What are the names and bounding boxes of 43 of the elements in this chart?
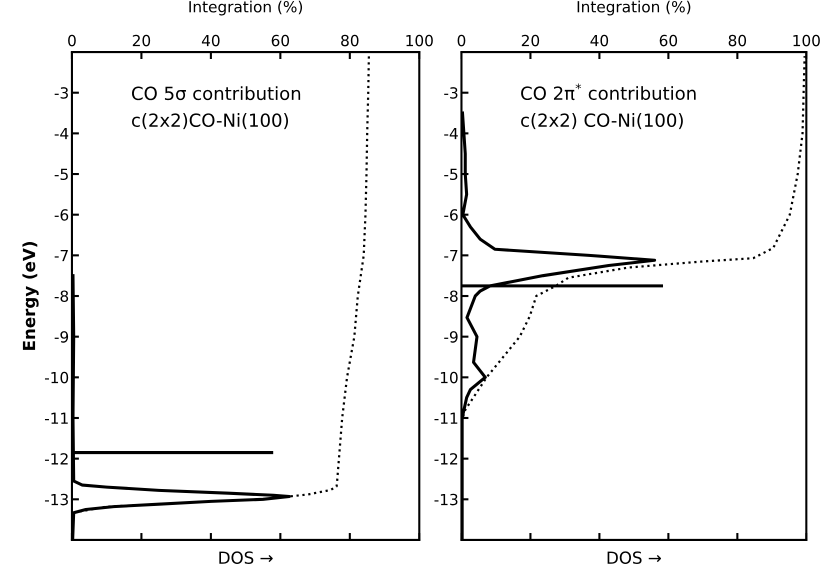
- x-tick-label: 40: [202, 34, 220, 46]
- y-tick-label: -8: [444, 290, 458, 302]
- y-tick-label: -6: [444, 209, 458, 221]
- y-tick-label: -13: [44, 494, 68, 506]
- y-tick-label: -9: [54, 331, 68, 343]
- annotation: CO 5σ contribution: [132, 86, 300, 100]
- annotation: CO 2π$^{*}$ contribution: [521, 83, 696, 100]
- x-tick-label: 60: [660, 34, 678, 46]
- y-tick-label: -12: [44, 453, 68, 464]
- y-tick-label: -7: [444, 250, 458, 262]
- x-tick-label: 100: [406, 34, 433, 46]
- y-tick-label: -4: [444, 128, 458, 140]
- x-tick-label: 60: [272, 34, 290, 46]
- x-tick-label: 0: [68, 34, 76, 46]
- annotation: c(2x2) CO-Ni(100): [521, 113, 683, 130]
- y-tick-label: -11: [434, 412, 458, 424]
- y-tick-label: -7: [54, 250, 68, 262]
- y-tick-label: -8: [54, 290, 68, 302]
- x-axis-title: DOS →: [608, 551, 661, 564]
- y-tick-label: -13: [434, 494, 458, 506]
- y-axis-title: Energy (eV): [22, 242, 39, 350]
- y-tick-label: -3: [54, 87, 68, 99]
- x-tick-label: 100: [793, 34, 820, 46]
- y-tick-label: -11: [44, 412, 68, 424]
- y-tick-label: -10: [434, 372, 458, 384]
- y-tick-label: -3: [444, 87, 458, 99]
- x2-axis-title: Integration (%): [578, 0, 690, 16]
- y-tick-label: -4: [54, 128, 68, 140]
- x-tick-label: 80: [341, 34, 359, 46]
- y-tick-label: -9: [444, 331, 458, 343]
- x2-axis-title: Integration (%): [189, 0, 302, 16]
- x-tick-label: 20: [132, 34, 150, 46]
- x-tick-label: 20: [522, 34, 540, 46]
- y-tick-label: -5: [54, 168, 68, 180]
- x-axis-title: DOS →: [219, 551, 273, 564]
- x-tick-label: 80: [728, 34, 746, 46]
- y-tick-label: -5: [444, 168, 458, 180]
- x-tick-label: 40: [590, 34, 608, 46]
- y-tick-label: -6: [54, 209, 68, 221]
- annotation: c(2x2)CO-Ni(100): [132, 113, 288, 130]
- y-tick-label: -10: [44, 372, 68, 384]
- y-tick-label: -12: [434, 453, 458, 464]
- x-tick-label: 0: [458, 34, 466, 46]
